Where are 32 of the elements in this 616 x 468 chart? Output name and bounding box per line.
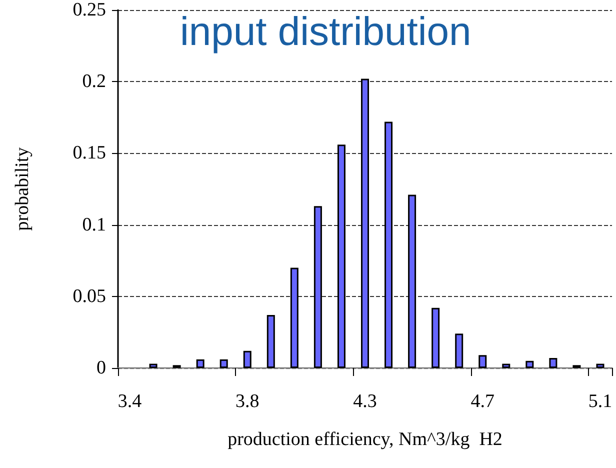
bar: [314, 206, 322, 368]
y-tick-label: 0.1: [82, 214, 106, 236]
x-tick-label: 4.7: [470, 391, 494, 412]
bar: [526, 360, 534, 368]
bar: [432, 308, 440, 368]
x-tick-label: 4.3: [353, 391, 377, 412]
bar: [478, 355, 487, 368]
bar: [337, 144, 346, 368]
bar: [243, 350, 252, 368]
bar: [384, 122, 393, 368]
x-tick-label: 5.1: [588, 391, 612, 412]
x-axis-title: production efficiency, Nm^3/kg H2: [228, 429, 502, 450]
y-tick-label: 0: [96, 358, 106, 378]
bar: [290, 268, 298, 368]
bar: [455, 334, 464, 368]
bar: [408, 194, 416, 368]
bar: [266, 315, 275, 368]
bar: [149, 364, 158, 368]
bar: [549, 358, 558, 368]
chart-title: input distribution: [180, 10, 472, 54]
bar: [220, 359, 228, 368]
x-tick-label: 3.4: [118, 391, 142, 412]
bar: [196, 359, 204, 368]
bar: [596, 364, 604, 368]
x-tick-label: 3.8: [236, 391, 260, 412]
y-tick-label: 0.15: [72, 142, 106, 164]
y-tick-label: 0.25: [72, 0, 106, 20]
bar: [502, 364, 510, 368]
y-tick-label: 0.2: [82, 71, 106, 92]
bar: [361, 78, 369, 368]
y-axis-title: probability: [12, 146, 33, 231]
y-tick-label: 0.05: [72, 286, 106, 307]
